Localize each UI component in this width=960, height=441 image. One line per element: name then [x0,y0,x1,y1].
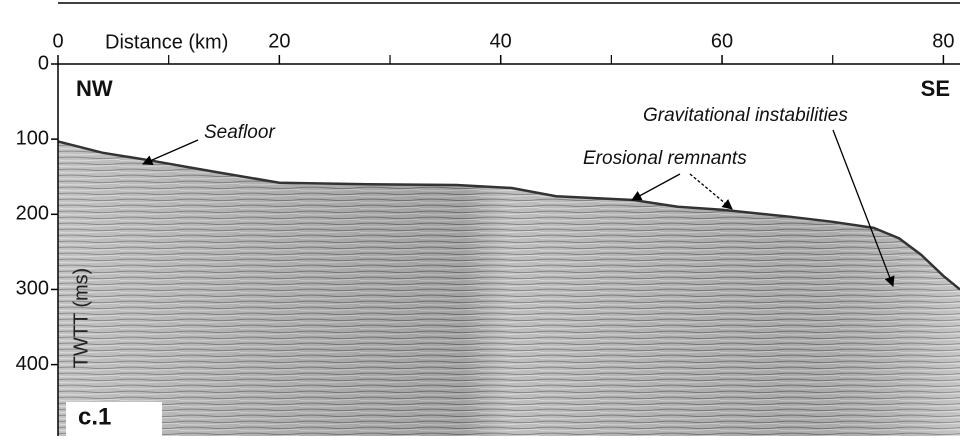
page: {"chart_data": {"type": "seismic-profile… [0,0,960,436]
x-tick-label: 0 [52,30,63,52]
plot [58,141,960,436]
y-tick-label: 300 [16,278,49,300]
y-tick-label: 0 [38,52,49,74]
y-tick-label: 100 [16,127,49,149]
arrow [143,140,198,164]
x-tick-label: 40 [490,30,512,52]
x-axis-label: Distance (km) [105,31,228,53]
left-direction: NW [76,76,113,101]
panel-label: c.1 [78,403,111,430]
section-shading [58,141,960,436]
annotation: Gravitational instabilities [643,105,848,126]
y-tick-label: 400 [16,353,49,375]
x-tick-label: 60 [711,30,733,52]
right-direction: SE [921,76,950,101]
y-tick-label: 200 [16,203,49,225]
x-tick-label: 80 [932,30,954,52]
x-tick-label: 20 [268,30,290,52]
y-axis-label: TWTT (ms) [70,268,92,369]
annotation: Erosional remnants [583,148,747,169]
arrow [632,174,680,200]
chart: Distance (km) TWTT (ms) NW SE c.1 Seaflo… [0,0,960,436]
annotation: Seafloor [204,122,275,143]
arrow [690,174,732,209]
